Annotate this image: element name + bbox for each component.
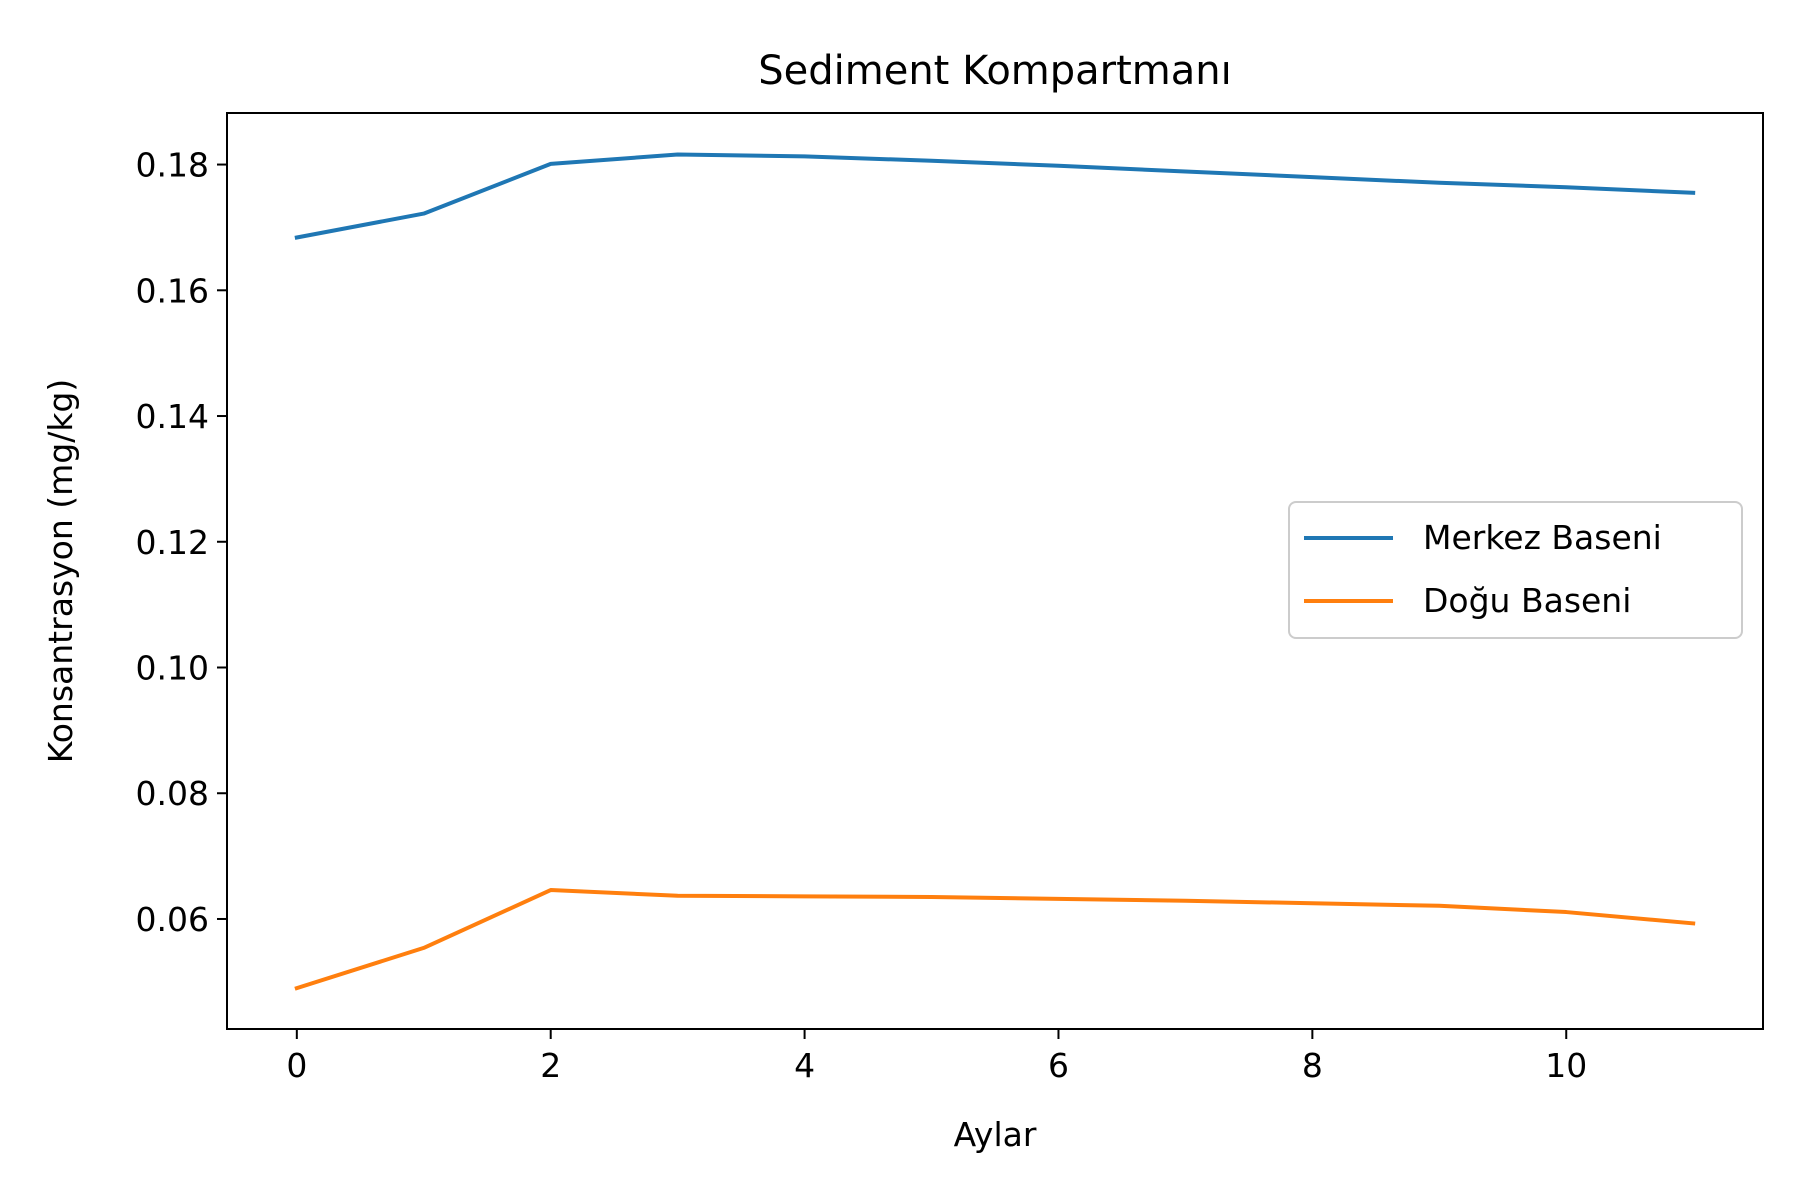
y-tick-label: 0.10 <box>136 649 209 688</box>
y-axis-label: Konsantrasyon (mg/kg) <box>41 379 80 764</box>
x-tick-label: 8 <box>1302 1046 1323 1085</box>
y-tick-label: 0.14 <box>136 397 209 436</box>
x-tick-label: 4 <box>794 1046 815 1085</box>
x-axis-label: Aylar <box>954 1115 1037 1154</box>
y-tick-label: 0.08 <box>136 774 209 813</box>
y-ticks: 0.06 0.08 0.10 0.12 0.14 0.16 0.18 <box>136 146 227 939</box>
legend-label-1: Merkez Baseni <box>1423 518 1662 557</box>
legend-label-2: Doğu Baseni <box>1423 581 1631 620</box>
x-tick-label: 6 <box>1048 1046 1069 1085</box>
legend-box <box>1288 501 1743 639</box>
x-tick-label: 2 <box>540 1046 561 1085</box>
axes-frame <box>226 112 1764 1030</box>
y-tick-label: 0.12 <box>136 523 209 562</box>
y-tick-label: 0.06 <box>136 900 209 939</box>
x-tick-label: 0 <box>286 1046 307 1085</box>
series-layer <box>294 152 1696 991</box>
legend: Merkez Baseni Doğu Baseni <box>1288 501 1743 639</box>
x-ticks: 0 2 4 6 8 10 <box>286 1029 1587 1085</box>
y-tick-label: 0.16 <box>136 271 209 310</box>
series-line-1 <box>294 152 1696 240</box>
chart-title: Sediment Kompartmanı <box>758 48 1231 94</box>
y-tick-label: 0.18 <box>136 146 209 185</box>
x-tick-label: 10 <box>1545 1046 1587 1085</box>
series-line-2 <box>294 888 1696 991</box>
